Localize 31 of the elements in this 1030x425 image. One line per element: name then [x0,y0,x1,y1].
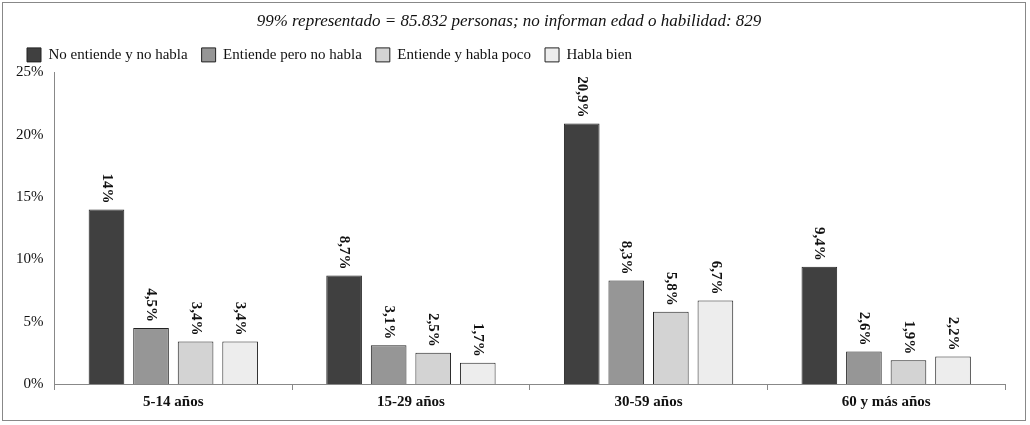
legend-label: Entiende y habla poco [397,45,532,62]
data-label: 2,5% [426,313,443,347]
y-tick-label: 20% [16,125,44,142]
data-label: 3,4% [233,301,250,336]
y-tick-label: 5% [23,312,44,329]
data-label: 3,4% [188,301,205,336]
x-tick-label: 60 y más años [841,392,931,409]
data-label: 8,7% [337,235,354,270]
data-label: 8,3% [619,240,636,275]
x-tick-label: 5-14 años [143,392,204,409]
data-label: 1,7% [470,323,487,357]
legend-label: No entiende y no habla [48,45,188,62]
data-label: 4,5% [144,288,161,322]
x-tick-label: 15-29 años [376,392,446,409]
y-tick-label: 25% [16,63,44,80]
y-tick-label: 0% [23,374,44,391]
x-tick-label: 30-59 años [614,392,683,409]
data-label: 1,9% [901,320,918,355]
data-label: 20,9% [574,76,591,118]
legend-label: Entiende pero no habla [223,45,363,62]
data-label: 5,8% [663,271,680,306]
data-label: 6,7% [708,260,725,295]
data-label: 9,4% [812,227,829,261]
data-label: 2,2% [946,316,963,351]
data-label: 2,6% [857,311,874,346]
legend-label: Habla bien [566,45,633,62]
y-tick-label: 15% [16,187,44,204]
chart-title: 99% representado = 85.832 personas; no informan edad o habilidad: 829 [256,10,762,30]
data-label: 3,1% [381,305,398,340]
y-tick-label: 10% [16,250,44,267]
data-label: 14% [99,173,116,204]
